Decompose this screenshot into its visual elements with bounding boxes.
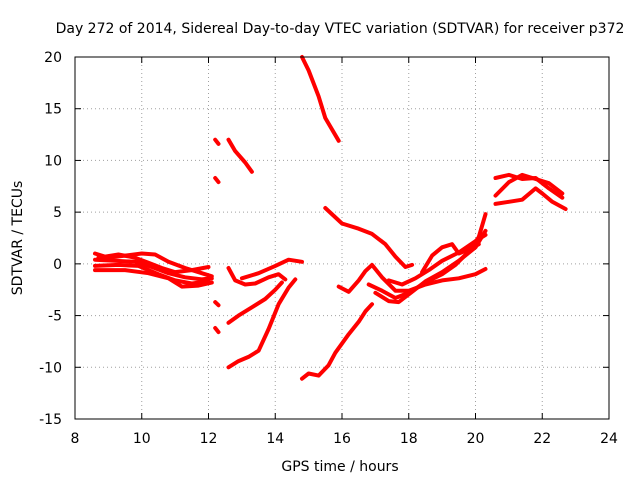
y-tick-label: -5 xyxy=(48,309,62,325)
series-arc-21 xyxy=(386,232,488,287)
y-tick-label: -10 xyxy=(39,360,62,376)
series-arc-6 xyxy=(213,137,221,146)
y-tick-label: 15 xyxy=(44,102,62,118)
series-arc-7 xyxy=(213,176,221,185)
series-arc-9 xyxy=(213,326,221,335)
series-arc-24 xyxy=(493,172,565,200)
x-tick-label: 10 xyxy=(133,431,151,447)
series-arc-11 xyxy=(226,266,288,287)
y-tick-label: 5 xyxy=(53,205,62,221)
data-series xyxy=(93,55,568,381)
series-arc-2 xyxy=(93,257,214,282)
x-tick-label: 14 xyxy=(266,431,284,447)
x-tick-label: 20 xyxy=(467,431,485,447)
series-arc-13 xyxy=(226,277,298,370)
chart-title: Day 272 of 2014, Sidereal Day-to-day VTE… xyxy=(56,21,625,37)
x-tick-label: 16 xyxy=(333,431,351,447)
series-arc-20 xyxy=(373,228,488,305)
y-tick-label: 20 xyxy=(44,50,62,66)
series-arc-14 xyxy=(239,257,304,281)
series-arc-17 xyxy=(323,206,415,269)
series-arc-5 xyxy=(96,252,211,275)
x-tick-label: 18 xyxy=(400,431,418,447)
y-tick-label: 0 xyxy=(53,257,62,273)
x-tick-label: 24 xyxy=(600,431,618,447)
series-arc-16 xyxy=(300,302,374,381)
x-axis-label: GPS time / hours xyxy=(281,459,398,475)
series-arc-15 xyxy=(300,55,341,143)
y-tick-label: -15 xyxy=(39,412,62,428)
series-arc-4 xyxy=(93,268,214,289)
series-arc-25 xyxy=(493,186,568,211)
series-arc-8 xyxy=(213,300,221,308)
x-tick-label: 22 xyxy=(533,431,551,447)
x-tick-label: 12 xyxy=(200,431,218,447)
series-arc-22 xyxy=(420,242,481,275)
series-arc-10 xyxy=(226,137,254,174)
x-tick-label: 8 xyxy=(71,431,80,447)
series-arc-18 xyxy=(336,262,488,294)
series-arc-12 xyxy=(226,280,284,325)
y-axis-label: SDTVAR / TECUs xyxy=(10,181,26,296)
y-tick-label: 10 xyxy=(44,153,62,169)
axis-ticks: 8 10 12 14 16 18 20 22 24 20 15 10 5 0 -5 -10 -15 xyxy=(39,50,618,447)
grid xyxy=(75,57,609,419)
